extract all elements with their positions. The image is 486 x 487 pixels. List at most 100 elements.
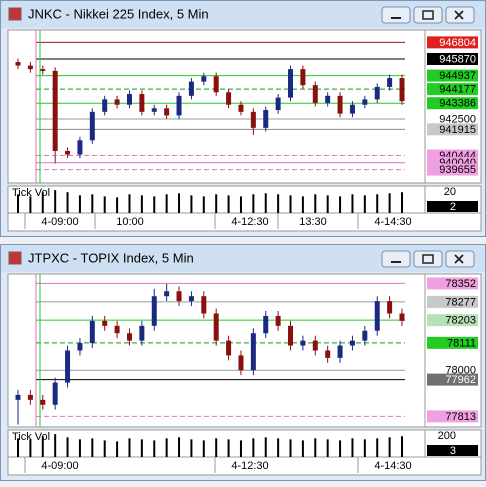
candle-body: [27, 65, 33, 70]
price-label-box: [427, 112, 478, 125]
price-label-box: [427, 277, 478, 290]
price-label: 77962: [445, 374, 476, 386]
candle-body: [275, 315, 281, 326]
candle-body: [250, 333, 256, 371]
volume-tick: 20: [444, 186, 456, 198]
price-label: 78203: [445, 315, 476, 327]
max-glyph: [422, 10, 434, 20]
candle-body: [114, 325, 120, 334]
price-label-box: [427, 364, 478, 377]
candle-body: [77, 343, 83, 351]
candle-body: [337, 95, 343, 114]
maximize-button[interactable]: [413, 250, 443, 268]
candle-body: [325, 350, 331, 358]
price-label-box: [427, 373, 478, 386]
candle-body: [52, 382, 58, 405]
candle-body: [201, 296, 207, 314]
candle-body: [188, 81, 194, 96]
price-label: 77813: [445, 411, 476, 423]
candle-body: [288, 325, 294, 346]
time-label: 4-14:30: [374, 460, 411, 472]
candle-body: [188, 296, 194, 302]
price-label-box: [427, 83, 478, 96]
window-title: JNKC - Nikkei 225 Index, 5 Min: [28, 6, 209, 21]
candle-body: [312, 85, 318, 103]
price-label: 944177: [439, 84, 476, 96]
max-glyph: [422, 254, 434, 264]
price-label: 946804: [439, 37, 476, 49]
candle-body: [238, 355, 244, 371]
time-label: 4-12:30: [231, 460, 268, 472]
price-label-box: [427, 295, 478, 308]
candle-body: [349, 104, 355, 114]
candle-body: [213, 313, 219, 341]
candle-body: [213, 76, 219, 93]
candle-body: [362, 330, 368, 341]
candle-body: [65, 350, 71, 383]
candle-body: [300, 69, 306, 86]
candle-body: [288, 69, 294, 98]
candle-body: [238, 104, 244, 112]
candle-body: [15, 394, 21, 400]
close-glyph: [454, 10, 464, 20]
candle-body: [102, 99, 108, 112]
price-label: 941915: [439, 124, 476, 136]
price-label: 78352: [445, 278, 476, 290]
volume-tick: 200: [438, 430, 456, 442]
price-label: 943386: [439, 98, 476, 110]
time-label: 4-12:30: [231, 216, 268, 228]
candle-body: [151, 296, 157, 326]
candle-body: [300, 340, 306, 346]
window-title: JTPXC - TOPIX Index, 5 Min: [28, 250, 194, 265]
price-label-box: [427, 336, 478, 349]
price-panel: [7, 273, 426, 428]
candle-body: [126, 94, 132, 105]
candle-body: [176, 291, 182, 302]
candle-body: [263, 110, 269, 128]
candle-body: [226, 92, 232, 105]
candle-body: [349, 340, 355, 346]
price-label: 78277: [445, 296, 476, 308]
price-label: 944937: [439, 70, 476, 82]
volume-value: 2: [450, 201, 456, 213]
time-label: 4-14:30: [374, 216, 411, 228]
candle-body: [139, 325, 145, 341]
candle-body: [65, 150, 71, 155]
close-glyph: [454, 254, 464, 264]
volume-label: Tick Vol: [12, 187, 50, 199]
price-label-box: [427, 36, 478, 49]
window-icon: [8, 251, 22, 265]
time-axis: [7, 212, 482, 232]
time-label: 4-09:00: [41, 460, 78, 472]
candle-body: [164, 108, 170, 116]
price-panel: [7, 29, 426, 184]
price-label: 942500: [439, 113, 476, 125]
minimize-button[interactable]: [381, 250, 411, 268]
price-label: 945870: [439, 53, 476, 65]
volume-value-box: [427, 445, 478, 456]
candle-body: [399, 313, 405, 321]
candle-body: [102, 320, 108, 326]
candle-body: [337, 345, 343, 358]
candle-body: [89, 320, 95, 344]
volume-label: Tick Vol: [12, 431, 50, 443]
candle-body: [312, 340, 318, 351]
candle-body: [201, 76, 207, 82]
minimize-button[interactable]: [381, 6, 411, 24]
candle-body: [40, 399, 46, 405]
candle-body: [15, 62, 21, 66]
candle-body: [325, 95, 331, 103]
price-label-box: [427, 123, 478, 136]
time-label: 4-09:00: [41, 216, 78, 228]
window-icon: [8, 7, 22, 21]
maximize-button[interactable]: [413, 6, 443, 24]
candle-body: [114, 99, 120, 105]
candle-body: [362, 99, 368, 105]
candle-body: [151, 108, 157, 112]
time-axis: [7, 456, 482, 476]
candle-body: [263, 315, 269, 334]
candle-body: [226, 340, 232, 356]
price-label-box: [427, 97, 478, 110]
time-label: 13:30: [299, 216, 327, 228]
candle-body: [77, 140, 83, 155]
